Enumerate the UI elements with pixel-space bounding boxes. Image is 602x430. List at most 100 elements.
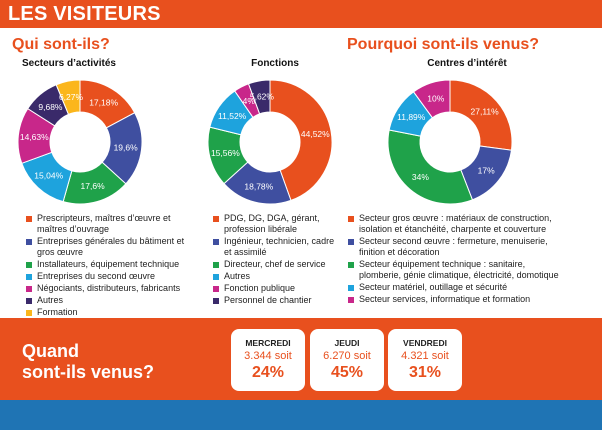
legend-swatch <box>213 285 219 292</box>
data-label: 15,56% <box>211 148 240 158</box>
legend-swatch <box>26 273 32 280</box>
day-count: 6.270 soit <box>323 350 371 362</box>
legend-swatch <box>26 215 32 222</box>
legend-swatch <box>26 297 32 304</box>
legend-label: Prescripteurs, maîtres d’œuvre et maître… <box>37 213 171 234</box>
legend-swatch <box>213 297 219 304</box>
data-label: 18,78% <box>244 182 273 192</box>
data-label: 17,6% <box>81 181 106 191</box>
donut-slice <box>269 79 333 202</box>
donut-slice <box>247 79 271 115</box>
footer-band <box>0 400 602 430</box>
data-label: 5,62% <box>250 92 275 102</box>
legend-swatch <box>213 215 219 222</box>
data-label: 4% <box>243 96 256 106</box>
legend-label: Entreprises générales du bâtiment et gro… <box>37 236 185 257</box>
legend-label: Autres <box>224 271 251 281</box>
section-title-who: Qui sont-ils? <box>12 36 110 53</box>
day-percent: 31% <box>408 364 442 381</box>
donut-slice <box>412 79 451 119</box>
legend-item-interets: Secteur services, informatique et format… <box>348 294 563 305</box>
legend-swatch <box>213 261 219 268</box>
legend-label: Autres <box>37 295 64 305</box>
day-count: 4.321 soit <box>401 350 449 362</box>
legend-item-secteurs: Autres <box>26 295 196 306</box>
legend-label: Secteur second œuvre : fermeture, menuis… <box>359 236 548 257</box>
legend-label: Installateurs, équipement technique <box>37 259 180 269</box>
legend-item-fonctions: Autres <box>213 271 341 282</box>
section-title-why: Pourquoi sont-ils venus? <box>347 36 540 53</box>
day-percent: 24% <box>251 364 285 381</box>
legend-fonctions: PDG, DG, DGA, gérant, profession libéral… <box>213 213 341 307</box>
chart-title-fonctions: Fonctions <box>251 58 299 69</box>
legend-label: Formation <box>37 307 78 317</box>
legend-label: Ingénieur, technicien, cadre et assimilé <box>224 236 335 257</box>
page-title: LES VISITEURS <box>8 3 161 25</box>
data-label: 17,18% <box>89 98 118 108</box>
when-title-line1: Quand <box>22 341 79 361</box>
legend-swatch <box>26 261 32 268</box>
day-card-vendredi: VENDREDI 4.321 soit 31% <box>388 329 462 391</box>
donut-slice <box>387 129 474 205</box>
data-label: 9,68% <box>38 102 63 112</box>
chart-title-interets: Centres d’intérêt <box>427 58 507 69</box>
legend-item-secteurs: Entreprises générales du bâtiment et gro… <box>26 236 196 258</box>
legend-item-interets: Secteur gros œuvre : matériaux de constr… <box>348 213 563 235</box>
data-label: 27,11% <box>471 107 500 117</box>
legend-swatch <box>26 285 32 292</box>
data-label: 17% <box>478 165 495 175</box>
data-label: 34% <box>412 172 429 182</box>
legend-swatch <box>348 261 354 268</box>
donut-chart-fonctions: 44,52% 18,78% 15,56% 11,52% 4%5,62% <box>207 79 333 205</box>
legend-label: Secteur services, informatique et format… <box>359 294 531 304</box>
legend-item-fonctions: Ingénieur, technicien, cadre et assimilé <box>213 236 341 258</box>
legend-swatch <box>348 215 354 222</box>
legend-item-fonctions: Directeur, chef de service <box>213 259 341 270</box>
donut-slice <box>449 79 513 151</box>
legend-item-secteurs: Prescripteurs, maîtres d’œuvre et maître… <box>26 213 196 235</box>
data-label: 15,04% <box>34 171 63 181</box>
legend-item-interets: Secteur matériel, outillage et sécurité <box>348 282 563 293</box>
donut-chart-secteurs: 17,18% 19,6% 17,6% 15,04% 14,63% 9,68%6,27% <box>17 79 143 205</box>
legend-swatch <box>348 238 354 245</box>
day-name: VENDREDI <box>403 338 447 348</box>
when-title: Quand sont-ils venus? <box>22 341 154 383</box>
legend-interets: Secteur gros œuvre : matériaux de constr… <box>348 213 563 306</box>
legend-item-secteurs: Entreprises du second œuvre <box>26 271 196 282</box>
data-label: 44,52% <box>301 129 330 139</box>
legend-swatch <box>213 238 219 245</box>
legend-label: Secteur gros œuvre : matériaux de constr… <box>359 213 552 234</box>
chart-title-secteurs: Secteurs d’activités <box>22 58 116 69</box>
data-label: 19,6% <box>114 143 139 153</box>
day-count: 3.344 soit <box>244 350 292 362</box>
data-label: 11,52% <box>218 111 247 121</box>
legend-label: Entreprises du second œuvre <box>37 271 156 281</box>
day-card-mercredi: MERCREDI 3.344 soit 24% <box>231 329 305 391</box>
legend-item-fonctions: Fonction publique <box>213 283 341 294</box>
legend-swatch <box>26 238 32 245</box>
legend-label: Secteur équipement technique : sanitaire… <box>359 259 559 280</box>
legend-item-interets: Secteur équipement technique : sanitaire… <box>348 259 563 281</box>
day-name: JEUDI <box>334 338 360 348</box>
legend-label: Directeur, chef de service <box>224 259 326 269</box>
donut-chart-interets: 27,11% 17% 34% 11,89%10% <box>387 79 513 205</box>
legend-item-secteurs: Formation <box>26 307 196 318</box>
legend-label: Négociants, distributeurs, fabricants <box>37 283 181 293</box>
data-label: 11,89% <box>397 112 426 122</box>
legend-item-secteurs: Installateurs, équipement technique <box>26 259 196 270</box>
legend-item-interets: Secteur second œuvre : fermeture, menuis… <box>348 236 563 258</box>
legend-swatch <box>348 296 354 303</box>
legend-item-fonctions: Personnel de chantier <box>213 295 341 306</box>
legend-swatch <box>213 273 219 280</box>
data-label: 14,63% <box>20 132 49 142</box>
legend-item-secteurs: Négociants, distributeurs, fabricants <box>26 283 196 294</box>
header-band <box>0 0 602 28</box>
legend-label: Secteur matériel, outillage et sécurité <box>359 282 508 292</box>
data-label: 6,27% <box>59 92 84 102</box>
legend-item-fonctions: PDG, DG, DGA, gérant, profession libéral… <box>213 213 341 235</box>
donut-slice <box>55 79 81 115</box>
day-card-jeudi: JEUDI 6.270 soit 45% <box>310 329 384 391</box>
legend-label: Personnel de chantier <box>224 295 312 305</box>
day-percent: 45% <box>330 364 364 381</box>
when-title-line2: sont-ils venus? <box>22 362 155 382</box>
